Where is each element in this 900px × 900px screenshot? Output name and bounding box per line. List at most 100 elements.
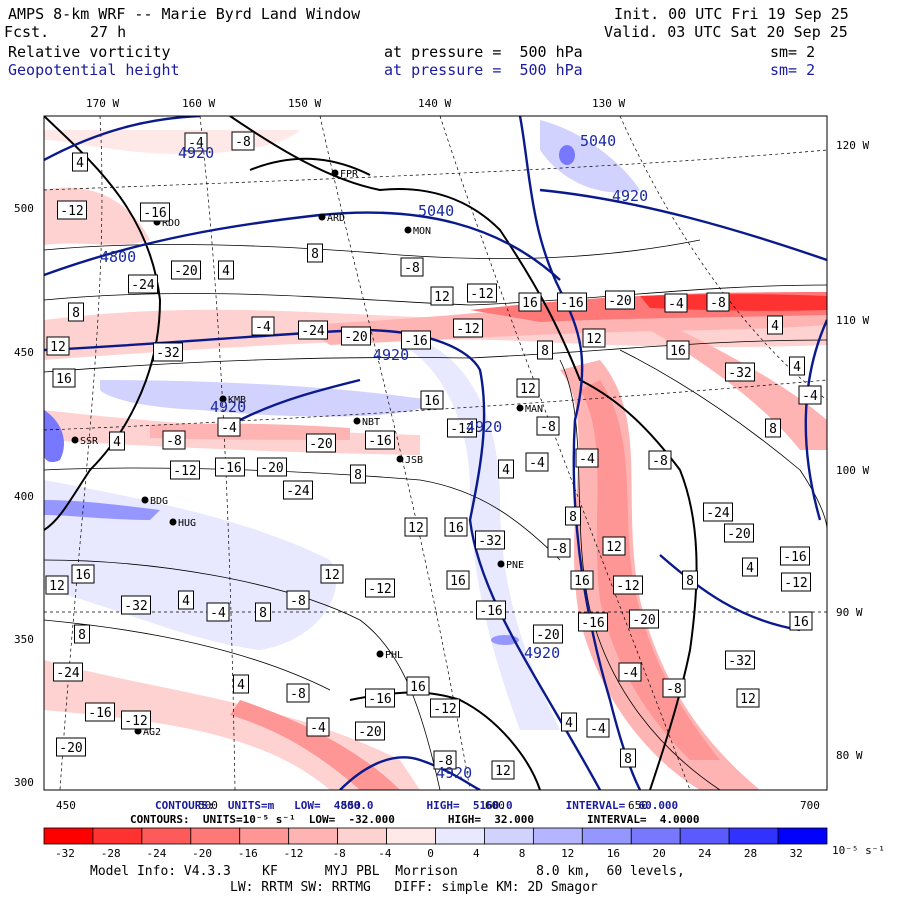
- colorbar-segment: [679, 827, 730, 845]
- field2-smoothing: sm= 2: [770, 61, 816, 79]
- vorticity-box: [306, 433, 336, 453]
- vorticity-box: [582, 328, 606, 348]
- forecast-label: Fcst.: [4, 23, 50, 41]
- model-info: Model Info: V4.3.3 KF MYJ PBL Morrison 8…: [90, 864, 685, 879]
- vorticity-box-label: -16: [143, 206, 166, 221]
- colorbar-segment: [190, 827, 241, 845]
- colorbar-tick: -16: [237, 847, 258, 860]
- left-y-tick: 300: [14, 776, 34, 789]
- station-marker: [396, 455, 404, 463]
- vorticity-box-label: -12: [124, 714, 147, 729]
- colorbar-segment: [630, 827, 681, 845]
- vorticity-box-label: 8: [311, 247, 319, 262]
- field2-name: Geopotential height: [8, 61, 180, 79]
- right-lon-label: 80 W: [836, 749, 863, 762]
- colorbar-segment: [43, 827, 94, 845]
- vorticity-box: [575, 448, 599, 468]
- height-contour-label: 4920: [373, 346, 409, 364]
- vorticity-box: [283, 480, 313, 500]
- vorticity-box: [350, 464, 366, 484]
- vorticity-box-label: 4: [771, 319, 779, 334]
- vorticity-box: [206, 602, 230, 622]
- station-label: AG2: [143, 727, 161, 738]
- height-contour-label: 5040: [580, 132, 616, 150]
- vorticity-box-label: 16: [448, 521, 464, 536]
- vorticity-box: [433, 750, 457, 770]
- vorticity-box: [476, 600, 506, 620]
- colorbar-tick: 4: [472, 847, 480, 860]
- left-y-tick: 350: [14, 633, 34, 646]
- vorticity-box: [620, 748, 636, 768]
- vorticity-box: [703, 502, 733, 522]
- vorticity-box-label: -32: [728, 654, 751, 669]
- vorticity-box: [498, 459, 514, 479]
- vorticity-box-label: -20: [344, 330, 367, 345]
- vorticity-box: [306, 717, 330, 737]
- vorticity-box: [406, 676, 430, 696]
- station-label: NBT: [362, 417, 380, 428]
- vorticity-box: [286, 683, 310, 703]
- vorticity-box: [706, 292, 730, 312]
- vorticity-box-label: -24: [301, 324, 325, 339]
- vorticity-box-label: 8: [569, 510, 577, 525]
- vorticity-box: [453, 318, 483, 338]
- vorticity-box-label: -24: [56, 666, 80, 681]
- vorticity-box-label: 8: [72, 306, 80, 321]
- colorbar-tick: 12: [561, 847, 575, 860]
- vorticity-box: [525, 452, 549, 472]
- vorticity-box: [444, 517, 468, 537]
- height-contour-label: 5040: [418, 202, 454, 220]
- vorticity-box: [475, 530, 505, 550]
- vorticity-box: [780, 546, 810, 566]
- vorticity-box: [218, 260, 234, 280]
- vorticity-box-label: 12: [606, 540, 622, 555]
- vorticity-box: [518, 292, 542, 312]
- vorticity-box: [491, 760, 515, 780]
- valid-time: Valid. 03 UTC Sat 20 Sep 25: [604, 23, 848, 41]
- vorticity-box: [586, 718, 610, 738]
- bottom-x-tick: 500: [198, 799, 218, 812]
- vorticity-box: [400, 257, 424, 277]
- vorticity-box-label: 4: [182, 594, 190, 609]
- vorticity-box: [767, 315, 783, 335]
- colorbar-tick: 0: [427, 847, 434, 860]
- vorticity-box: [401, 330, 431, 350]
- height-contours: [44, 116, 827, 790]
- vorticity-box: [171, 260, 201, 280]
- colorbar-segment: [337, 827, 387, 845]
- vorticity-box-label: 16: [522, 296, 538, 311]
- colorbar-tick: 24: [698, 847, 712, 860]
- vorticity-box: [781, 572, 811, 592]
- vorticity-box: [140, 202, 170, 222]
- vorticity-box-label: -8: [666, 682, 682, 697]
- vorticity-box-label: 12: [50, 340, 66, 355]
- vorticity-box-label: 16: [574, 574, 590, 589]
- station-label: PHL: [385, 650, 403, 661]
- vorticity-box: [430, 286, 454, 306]
- right-lon-label: 110 W: [836, 314, 870, 327]
- vorticity-box: [257, 457, 287, 477]
- vorticity-box: [53, 662, 83, 682]
- vorticity-box: [537, 340, 553, 360]
- vorticity-box: [365, 578, 395, 598]
- vorticity-box-label: -16: [404, 334, 427, 349]
- left-y-tick: 450: [14, 346, 34, 359]
- vorticity-box-label: -4: [529, 456, 545, 471]
- vorticity-box-label: 4: [113, 435, 121, 450]
- vorticity-box: [404, 517, 428, 537]
- vorticity-box-label: -12: [60, 204, 83, 219]
- vorticity-box: [430, 698, 460, 718]
- field1-smoothing: sm= 2: [770, 43, 816, 61]
- top-lon-label: 140 W: [418, 97, 452, 110]
- vorticity-box-label: -8: [437, 754, 453, 769]
- vorticity-box: [447, 418, 477, 438]
- vorticity-box-label: -12: [173, 464, 196, 479]
- vorticity-box: [798, 385, 822, 405]
- vorticity-box-label: -20: [59, 741, 82, 756]
- colorbar-tick: -4: [378, 847, 392, 860]
- colorbar-tick: -20: [192, 847, 213, 860]
- vorticity-box-label: -16: [479, 604, 502, 619]
- bottom-x-tick: 700: [800, 799, 820, 812]
- vorticity-box: [307, 243, 323, 263]
- vorticity-box-label: -12: [450, 422, 473, 437]
